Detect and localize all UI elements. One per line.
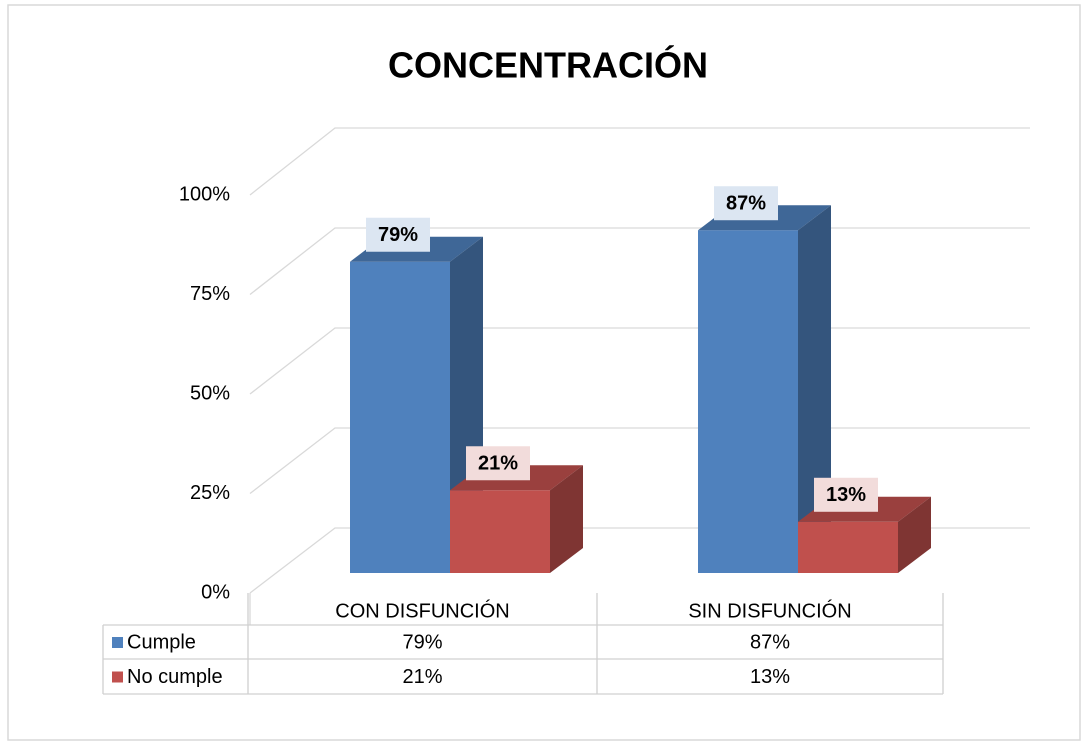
chart-title: CONCENTRACIÓN: [388, 44, 708, 86]
legend-label: No cumple: [127, 666, 223, 688]
value-label-box: [714, 186, 778, 221]
value-label: 21%: [478, 453, 518, 475]
legend-swatch: [112, 637, 123, 648]
y-tick-label: 25%: [190, 482, 230, 504]
value-label-box: [466, 446, 530, 481]
bar-front: [798, 521, 898, 573]
table-value: 13%: [750, 666, 790, 688]
table-value: 87%: [750, 631, 790, 653]
bar-side: [898, 496, 931, 573]
y-tick-label: 0%: [201, 581, 230, 603]
grid-line: [249, 127, 1030, 196]
x-tick-label: CON DISFUNCIÓN: [335, 599, 509, 622]
legend-label: Cumple: [127, 631, 196, 653]
y-tick-label: 50%: [190, 382, 230, 404]
y-tick-label: 100%: [179, 183, 230, 205]
chart-border: [7, 4, 1081, 741]
bar-front: [450, 490, 550, 573]
value-label: 87%: [726, 193, 766, 215]
value-label-box: [814, 477, 878, 512]
bar-front: [350, 261, 450, 573]
bar-front: [698, 230, 798, 573]
x-tick-label: SIN DISFUNCIÓN: [688, 599, 851, 622]
value-label-box: [366, 217, 430, 252]
table-value: 79%: [402, 631, 442, 653]
bar-side: [550, 465, 583, 573]
y-tick-label: 75%: [190, 283, 230, 305]
table-value: 21%: [402, 666, 442, 688]
value-label: 79%: [378, 224, 418, 246]
value-label: 13%: [826, 484, 866, 506]
legend-swatch: [112, 671, 123, 683]
